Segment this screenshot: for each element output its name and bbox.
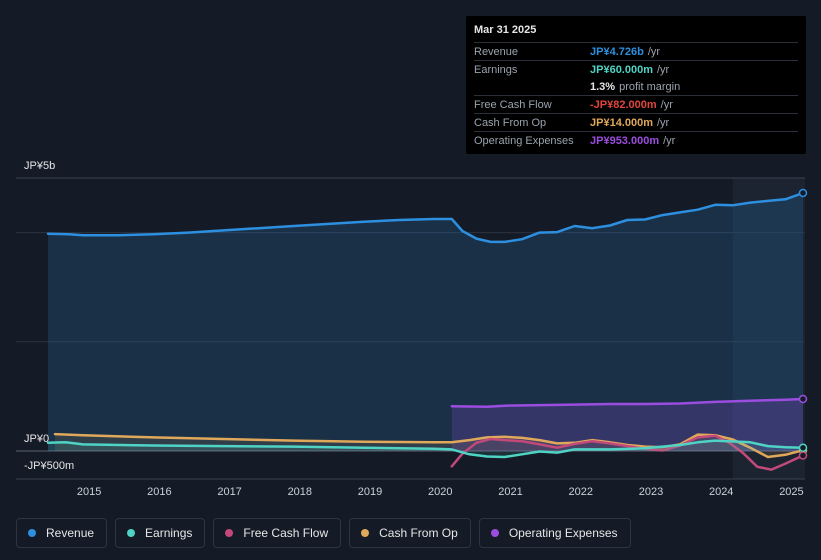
- tooltip-row-earnings: Earnings JP¥60.000m /yr: [474, 60, 798, 78]
- tooltip-value: 1.3%: [590, 80, 616, 93]
- earnings-line: [46, 439, 805, 459]
- x-axis: 2015 2016 2017 2018 2019 2020 2021 2022 2023 2024…: [77, 486, 804, 498]
- legend-dot-icon: [127, 529, 136, 537]
- x-tick-label: 2016: [147, 486, 171, 498]
- tooltip-label: Cash From Op: [474, 116, 547, 129]
- x-tick-label: 2023: [639, 486, 663, 498]
- y-axis-label-zero: JP¥0: [24, 433, 50, 445]
- tooltip-date: Mar 31 2025: [474, 24, 537, 36]
- legend-label: Free Cash Flow: [243, 526, 329, 540]
- x-tick-label: 2015: [77, 486, 101, 498]
- tooltip-row-profit-margin: 1.3% profit margin: [474, 78, 798, 95]
- legend-label: Earnings: [145, 526, 193, 540]
- legend-item-cash-from-op[interactable]: Cash From Op: [349, 518, 471, 548]
- chart-legend: Revenue Earnings Free Cash Flow Cash Fro…: [16, 518, 631, 548]
- x-tick-label: 2017: [217, 486, 241, 498]
- tooltip-label: Revenue: [474, 45, 519, 58]
- legend-label: Operating Expenses: [508, 526, 618, 540]
- x-tick-label: 2025: [779, 486, 803, 498]
- legend-label: Cash From Op: [379, 526, 458, 540]
- y-axis-label-top: JP¥5b: [24, 160, 56, 172]
- tooltip-unit: /yr: [647, 45, 661, 58]
- free-cash-flow-line: [450, 434, 805, 471]
- tooltip-value: JP¥953.000m: [590, 134, 660, 147]
- y-axis-label-bottom: -JP¥500m: [24, 460, 75, 472]
- x-tick-label: 2024: [709, 486, 733, 498]
- legend-item-earnings[interactable]: Earnings: [115, 518, 206, 548]
- free-cash-flow-end-marker: [798, 451, 808, 460]
- legend-dot-icon: [28, 529, 36, 537]
- plot-background: [16, 178, 805, 479]
- x-tick-label: 2019: [358, 486, 382, 498]
- revenue-line: [46, 191, 805, 244]
- tooltip-unit: profit margin: [619, 80, 681, 93]
- tooltip-unit: /yr: [657, 63, 670, 76]
- x-tick-label: 2021: [498, 486, 522, 498]
- tooltip-label: Operating Expenses: [474, 134, 574, 147]
- data-tooltip: Mar 31 2025 Revenue JP¥4.726b /yr Earnin…: [466, 16, 806, 154]
- tooltip-unit: /yr: [657, 116, 670, 129]
- tooltip-row-revenue: Revenue JP¥4.726b /yr: [474, 42, 798, 60]
- revenue-area: [48, 193, 803, 451]
- legend-item-free-cash-flow[interactable]: Free Cash Flow: [213, 518, 342, 548]
- series-layer: [46, 188, 808, 471]
- legend-dot-icon: [361, 529, 370, 537]
- tooltip-row-free-cash-flow: Free Cash Flow -JP¥82.000m /yr: [474, 95, 798, 113]
- tooltip-value: JP¥14.000m: [590, 116, 653, 129]
- tooltip-value: -JP¥82.000m: [590, 98, 657, 111]
- operating-expenses-area: [451, 399, 803, 451]
- tooltip-value: JP¥60.000m: [590, 63, 653, 76]
- x-tick-label: 2018: [288, 486, 312, 498]
- highlight-region: [732, 178, 805, 479]
- tooltip-label: Earnings: [474, 63, 518, 76]
- tooltip-unit: /yr: [660, 98, 673, 111]
- legend-dot-icon: [225, 529, 234, 537]
- legend-item-operating-expenses[interactable]: Operating Expenses: [478, 518, 631, 548]
- legend-dot-icon: [490, 529, 499, 537]
- legend-label: Revenue: [46, 526, 95, 540]
- x-tick-label: 2020: [428, 486, 452, 498]
- revenue-end-marker: [798, 188, 808, 198]
- tooltip-value: JP¥4.726b: [590, 45, 644, 58]
- tooltip-row-cash-from-op: Cash From Op JP¥14.000m /yr: [474, 113, 798, 131]
- operating-expenses-end-marker: [798, 394, 808, 404]
- tooltip-row-operating-expenses: Operating Expenses JP¥953.000m /yr: [474, 131, 798, 149]
- x-tick-label: 2022: [569, 486, 593, 498]
- tooltip-unit: /yr: [663, 134, 676, 147]
- legend-item-revenue[interactable]: Revenue: [16, 518, 108, 548]
- operating-expenses-line: [450, 397, 805, 409]
- grid-layer: [16, 177, 805, 480]
- earnings-end-marker: [798, 443, 808, 452]
- tooltip-label: Free Cash Flow: [474, 98, 552, 111]
- cash-from-op-line: [53, 432, 805, 459]
